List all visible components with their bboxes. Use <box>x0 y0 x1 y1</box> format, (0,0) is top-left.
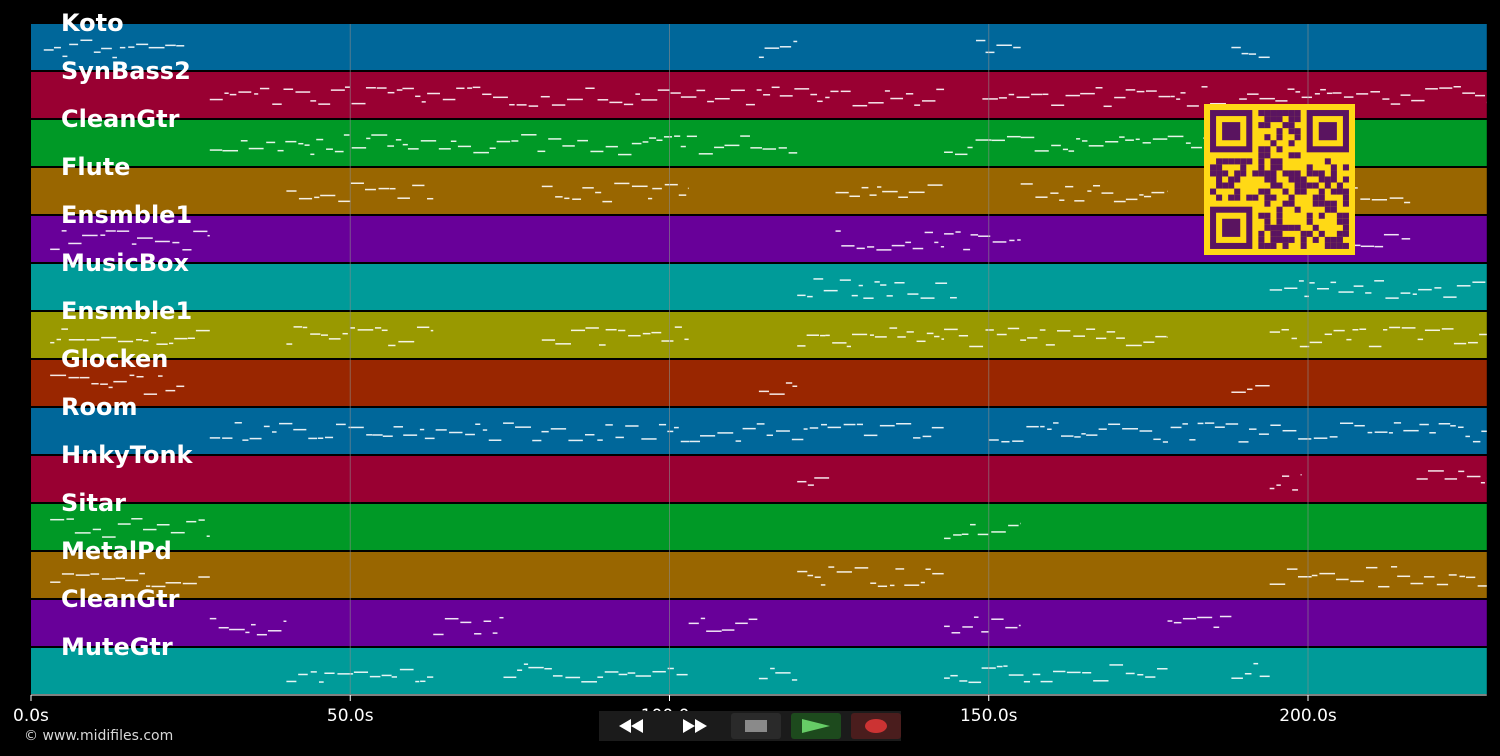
note-segment <box>433 616 504 636</box>
note-segment <box>541 182 689 203</box>
track-label: Room <box>61 393 138 421</box>
record-icon <box>865 719 887 733</box>
track-label: SynBass2 <box>61 57 191 85</box>
track-label: HnkyTonk <box>61 441 193 469</box>
note-segment <box>50 518 210 538</box>
note-segment <box>1416 470 1487 484</box>
note-segment <box>50 328 210 345</box>
track-label: Ensmble1 <box>61 297 193 325</box>
note-segment <box>797 477 830 486</box>
note-segment <box>944 231 1021 251</box>
track-label: Koto <box>61 9 124 37</box>
note-segment <box>975 39 1021 54</box>
track-band <box>31 600 1487 646</box>
note-segment <box>944 135 1021 156</box>
note-segment <box>988 422 1487 443</box>
record-button[interactable] <box>851 713 901 739</box>
track-label: CleanGtr <box>61 585 180 613</box>
track-band <box>31 552 1487 598</box>
note-segment <box>835 230 945 251</box>
track-band <box>31 504 1487 550</box>
axis-tick-label: 150.0s <box>959 706 1018 726</box>
note-segment <box>286 668 434 683</box>
stop-icon <box>745 720 767 732</box>
note-segment <box>835 184 943 199</box>
note-segment <box>1231 46 1270 59</box>
note-segment <box>758 667 798 681</box>
note-segment <box>1231 384 1270 393</box>
note-segment <box>286 326 434 347</box>
track-label: Flute <box>61 153 131 181</box>
note-segment <box>1231 662 1270 679</box>
note-segment <box>209 86 945 107</box>
note-segment <box>503 663 688 683</box>
note-segment <box>944 616 1021 634</box>
note-segment <box>209 422 944 443</box>
track-band <box>31 312 1487 358</box>
note-segment <box>1269 280 1486 299</box>
track-band <box>31 264 1487 310</box>
stop-button[interactable] <box>731 713 781 739</box>
axis-tick-label: 50.0s <box>326 706 374 726</box>
note-segment <box>1269 326 1487 348</box>
note-segment <box>1167 615 1232 629</box>
play-button[interactable] <box>791 713 841 739</box>
rewind-icon <box>619 719 643 733</box>
note-segment <box>50 572 210 588</box>
note-segment <box>944 327 1168 348</box>
transport-controls <box>599 711 901 741</box>
rewind-button[interactable] <box>607 713 657 739</box>
track-band <box>31 360 1487 406</box>
note-segment <box>286 182 434 203</box>
note-segment <box>209 134 798 156</box>
note-segment <box>797 278 957 299</box>
note-segment <box>758 382 798 395</box>
track-label: MuteGtr <box>61 633 173 661</box>
track-band <box>31 648 1487 694</box>
axis-tick-label: 0.0s <box>13 706 49 726</box>
note-segment <box>1269 566 1487 588</box>
note-segment <box>982 86 1487 108</box>
track-band <box>31 24 1487 70</box>
qr-code-icon <box>1204 104 1355 255</box>
note-segment <box>797 327 945 348</box>
track-band <box>31 408 1487 454</box>
note-segment <box>541 326 689 346</box>
note-segment <box>944 522 1021 540</box>
note-segment <box>1020 183 1168 203</box>
note-segment <box>797 566 944 588</box>
fast-forward-button[interactable] <box>669 713 719 739</box>
axis-tick-label: 200.0s <box>1279 706 1337 726</box>
track-label: CleanGtr <box>61 105 180 133</box>
fast-forward-icon <box>683 719 707 733</box>
note-segment <box>209 617 287 636</box>
track-label: Glocken <box>61 345 169 373</box>
note-segment <box>50 374 185 395</box>
track-band <box>31 456 1487 502</box>
track-label: MetalPd <box>61 537 172 565</box>
note-segment <box>758 40 798 59</box>
note-segment <box>1269 474 1302 491</box>
note-segment <box>688 617 758 632</box>
track-label: Sitar <box>61 489 127 517</box>
note-segment <box>43 39 185 59</box>
copyright-text: © www.midifiles.com <box>24 728 174 744</box>
play-icon <box>802 719 830 733</box>
track-label: MusicBox <box>61 249 189 277</box>
note-segment <box>50 230 210 251</box>
note-segment <box>944 664 1168 684</box>
track-label: Ensmble1 <box>61 201 193 229</box>
